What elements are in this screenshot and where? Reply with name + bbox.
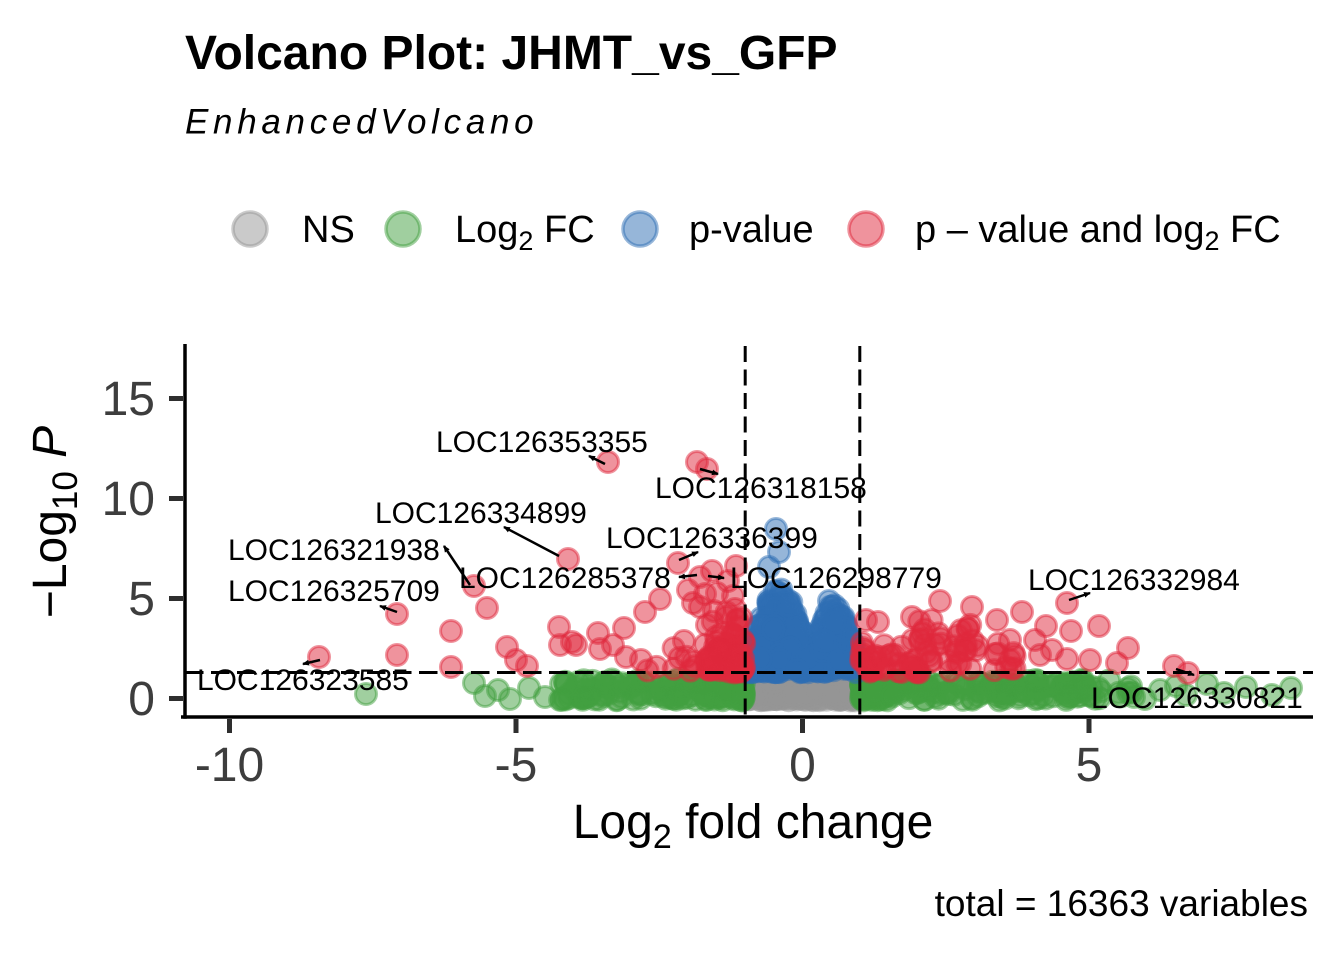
svg-text:LOC126353355: LOC126353355 — [436, 426, 648, 459]
svg-text:0: 0 — [789, 739, 816, 792]
svg-text:5: 5 — [128, 573, 155, 626]
svg-text:-5: -5 — [495, 739, 538, 792]
svg-text:LOC126334899: LOC126334899 — [375, 497, 587, 530]
svg-text:Volcano Plot: JHMT_vs_GFP: Volcano Plot: JHMT_vs_GFP — [185, 27, 838, 80]
svg-text:LOC126298779: LOC126298779 — [730, 562, 942, 595]
svg-text:15: 15 — [102, 373, 155, 426]
svg-text:0: 0 — [128, 673, 155, 726]
svg-text:LOC126321938: LOC126321938 — [228, 534, 440, 567]
svg-text:LOC126330821: LOC126330821 — [1091, 682, 1303, 715]
svg-text:p – value and log2 FC: p – value and log2 FC — [915, 209, 1281, 256]
svg-text:5: 5 — [1076, 739, 1103, 792]
svg-text:total = 16363 variables: total = 16363 variables — [935, 883, 1308, 924]
svg-text:LOC126323585: LOC126323585 — [197, 664, 409, 697]
svg-text:LOC126336399: LOC126336399 — [606, 522, 818, 555]
svg-text:LOC126325709: LOC126325709 — [228, 575, 440, 608]
svg-text:NS: NS — [302, 209, 355, 251]
svg-text:LOC126332984: LOC126332984 — [1028, 564, 1240, 597]
svg-text:-10: -10 — [195, 739, 264, 792]
svg-text:Log2 fold change: Log2 fold change — [573, 796, 934, 856]
svg-text:LOC126285378: LOC126285378 — [459, 562, 671, 595]
svg-text:EnhancedVolcano: EnhancedVolcano — [185, 103, 538, 142]
svg-text:p-value: p-value — [689, 209, 814, 251]
svg-text:LOC126318158: LOC126318158 — [655, 472, 867, 505]
svg-text:10: 10 — [102, 473, 155, 526]
svg-text:−Log10 P: −Log10 P — [24, 426, 85, 618]
